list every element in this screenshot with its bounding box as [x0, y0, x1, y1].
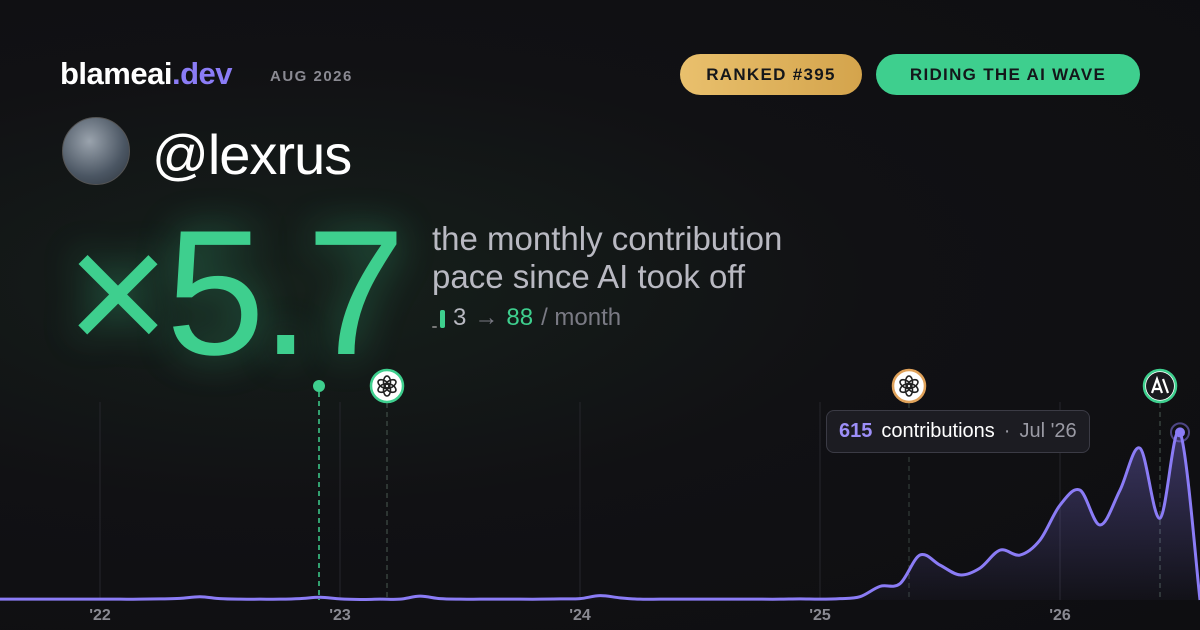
tooltip-sep: ·	[1003, 420, 1011, 442]
headline-line: pace since AI took off	[432, 258, 746, 295]
x-tick-label: '26	[1049, 607, 1071, 624]
event-icon-glyph	[899, 378, 912, 390]
event-icon-glyph	[377, 378, 390, 390]
tooltip: 615 contributions · Jul '26	[826, 410, 1090, 453]
brand: blameai.dev	[60, 56, 232, 92]
brand-tld: .dev	[171, 56, 233, 91]
event-icon-glyph	[1150, 375, 1170, 394]
multiplier: ×5.7	[66, 193, 405, 392]
x-tick-label: '24	[569, 607, 591, 624]
event-icon	[891, 368, 927, 404]
date: AUG 2026	[270, 68, 353, 85]
mini-bars	[432, 308, 445, 328]
x-tick-label: '22	[89, 607, 111, 624]
headline-line: the monthly contribution	[432, 220, 783, 257]
tooltip-date: Jul '26	[1019, 420, 1077, 442]
line	[0, 429, 1200, 601]
tooltip-value: 615	[839, 420, 873, 442]
pace-unit: / month	[541, 304, 622, 331]
area	[0, 431, 1200, 600]
highlight-point	[1175, 427, 1185, 438]
tooltip-unit: contributions	[881, 420, 995, 442]
badge: RIDING THE AI WAVE	[876, 54, 1140, 95]
pace-from: 3	[453, 304, 467, 331]
pace-to: 88	[506, 304, 534, 331]
highlight-ring	[1170, 422, 1190, 443]
event-icon	[369, 368, 405, 404]
pace-arrow: →	[474, 304, 499, 331]
event-dot	[313, 380, 325, 392]
handle: @lexrus	[152, 123, 352, 186]
brand-name: blameai	[60, 56, 172, 91]
avatar	[62, 117, 130, 185]
x-tick-label: '23	[329, 607, 351, 624]
badge: RANKED #395	[680, 54, 862, 95]
pace: 3 → 88 / month	[432, 304, 621, 332]
x-tick-label: '25	[809, 607, 831, 624]
